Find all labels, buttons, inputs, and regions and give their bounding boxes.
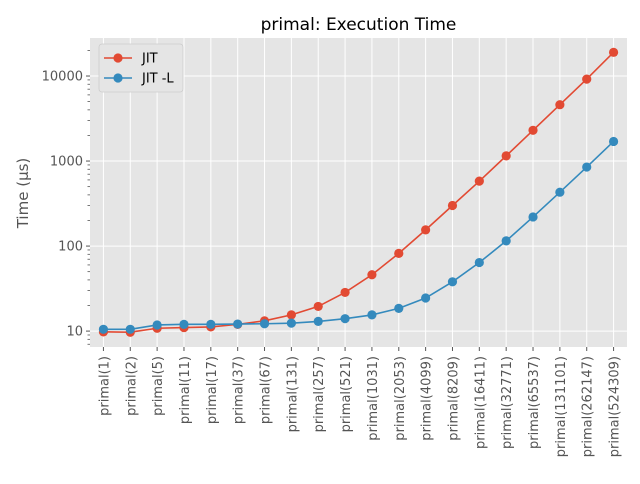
- x-tick-label: primal(11): [178, 356, 193, 424]
- y-axis-label: Time (µs): [14, 158, 32, 230]
- x-tick-label: primal(2): [124, 356, 139, 416]
- chart-title: primal: Execution Time: [261, 15, 457, 35]
- data-point: [206, 319, 216, 329]
- data-point: [421, 293, 431, 303]
- x-tick-label: primal(4099): [420, 356, 435, 441]
- x-tick-label: primal(67): [259, 356, 274, 424]
- data-point: [421, 225, 431, 235]
- x-tick-label: primal(16411): [473, 356, 488, 449]
- data-point: [340, 314, 350, 324]
- y-tick-label: 100: [58, 240, 83, 255]
- x-tick-label: primal(8209): [446, 356, 461, 441]
- data-point: [367, 310, 377, 320]
- data-point: [394, 303, 404, 313]
- data-point: [313, 316, 323, 327]
- x-tick-label: primal(37): [232, 356, 247, 424]
- data-point: [474, 257, 484, 268]
- legend-label: JIT: [141, 52, 158, 67]
- data-point: [582, 74, 592, 84]
- data-point: [259, 319, 270, 329]
- data-point: [286, 310, 296, 320]
- y-tick-label: 10: [66, 325, 83, 340]
- x-tick-label: primal(32771): [500, 356, 515, 449]
- data-point: [447, 277, 458, 287]
- data-point: [555, 100, 565, 110]
- data-point: [286, 318, 296, 328]
- data-point: [528, 125, 538, 135]
- x-tick-label: primal(257): [312, 356, 327, 432]
- legend-swatch-marker: [113, 73, 123, 83]
- x-tick-label: primal(17): [205, 356, 220, 424]
- data-point: [340, 287, 350, 298]
- data-point: [608, 136, 619, 147]
- x-tick-label: primal(1031): [366, 356, 381, 441]
- data-point: [313, 301, 323, 312]
- x-tick-label: primal(262147): [581, 356, 596, 457]
- data-point: [582, 162, 592, 172]
- x-tick-label: primal(2053): [393, 356, 408, 441]
- x-tick-label: primal(65537): [527, 356, 542, 449]
- data-point: [555, 187, 565, 197]
- legend-swatch-marker: [113, 53, 123, 63]
- x-tick-label: primal(521): [339, 356, 354, 432]
- data-point: [233, 319, 243, 329]
- data-point: [125, 324, 135, 334]
- data-point: [501, 151, 511, 161]
- data-point: [394, 248, 404, 258]
- x-tick-label: primal(5): [151, 356, 166, 416]
- x-tick-label: primal(524309): [608, 356, 623, 457]
- data-point: [152, 320, 162, 330]
- data-point: [447, 200, 458, 211]
- data-point: [608, 47, 619, 57]
- data-point: [528, 212, 538, 222]
- data-point: [474, 176, 484, 186]
- legend-label: JIT -L: [141, 72, 174, 87]
- data-point: [179, 319, 189, 329]
- data-point: [98, 324, 109, 334]
- data-point: [367, 270, 377, 280]
- x-tick-label: primal(131): [285, 356, 300, 432]
- data-point: [501, 236, 511, 246]
- x-tick-label: primal(1): [97, 356, 112, 416]
- y-tick-label: 1000: [50, 155, 83, 170]
- y-tick-label: 10000: [42, 70, 83, 85]
- x-tick-label: primal(131101): [554, 356, 569, 457]
